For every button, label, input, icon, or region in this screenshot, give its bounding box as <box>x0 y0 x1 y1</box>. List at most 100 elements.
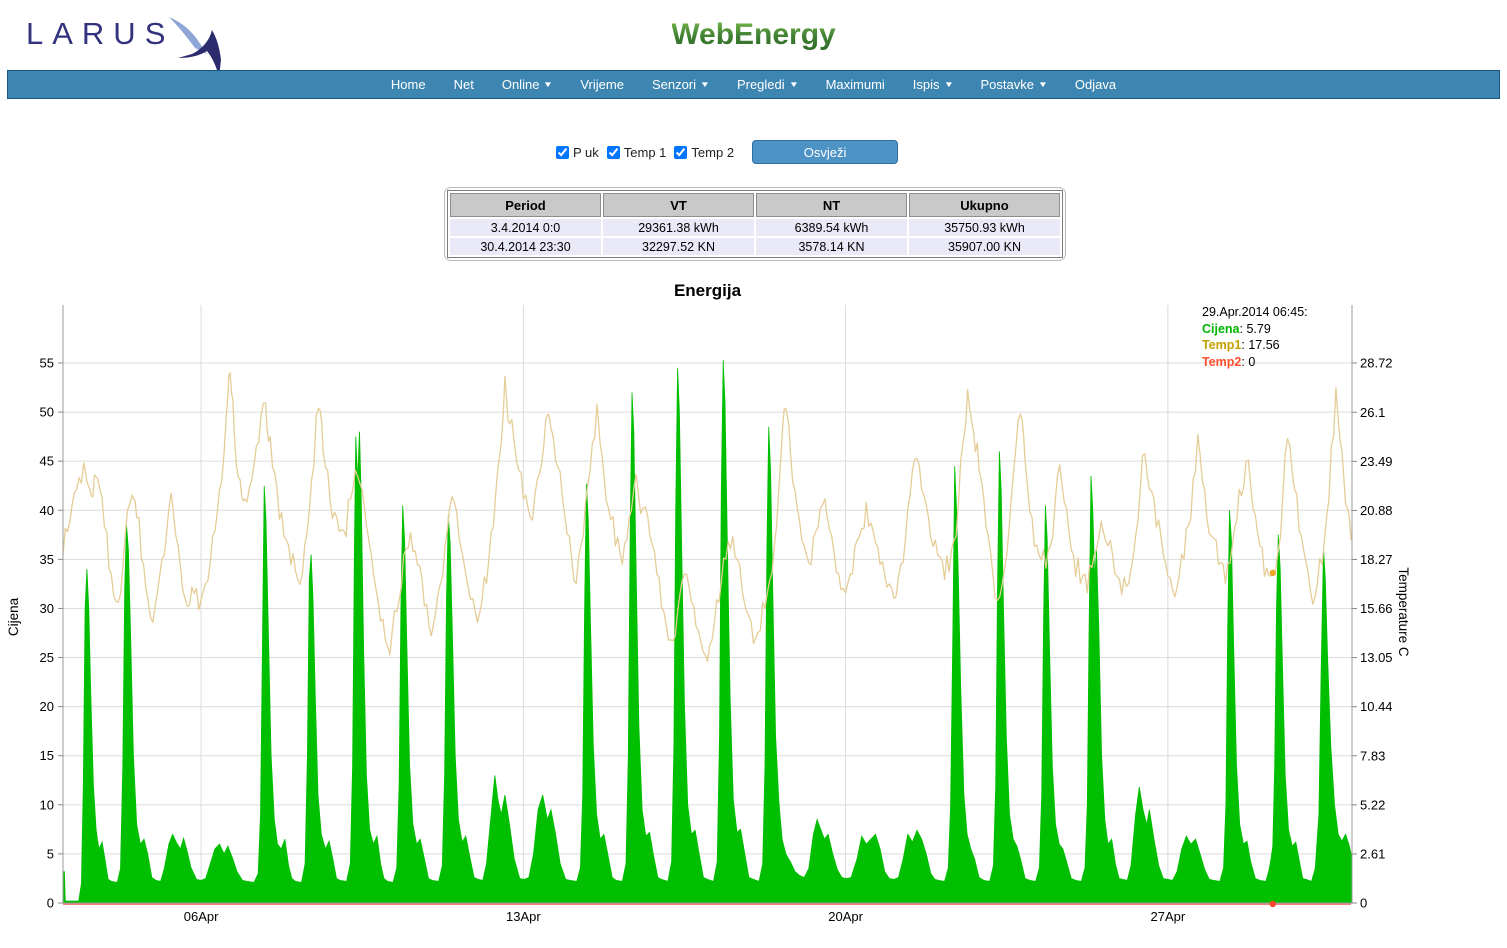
left-tick-label: 30 <box>40 601 54 616</box>
summary-header-row: Period VT NT Ukupno <box>450 193 1060 217</box>
nav-item-senzori[interactable]: Senzori ▼ <box>638 77 723 92</box>
summary-col-header: VT <box>603 193 754 217</box>
nav-item-online[interactable]: Online ▼ <box>488 77 567 92</box>
legend-series-name: Temp2 <box>1202 354 1242 369</box>
summary-table-head: Period VT NT Ukupno <box>450 193 1060 217</box>
left-tick-label: 35 <box>40 552 54 567</box>
right-tick-label: 5.22 <box>1360 797 1385 812</box>
nav-item-label: Pregledi <box>736 77 785 92</box>
x-tick-label: 13Apr <box>506 909 541 924</box>
right-tick-label: 15.66 <box>1360 601 1393 616</box>
checkbox-input-p-uk[interactable] <box>556 145 569 159</box>
chart-controls: P uk Temp 1 Temp 2 Osvježi <box>556 140 899 164</box>
left-tick-label: 15 <box>40 748 54 763</box>
checkbox-p-uk[interactable]: P uk <box>556 145 599 160</box>
nav-item-label: Ispis <box>912 77 940 92</box>
chart-title: Energija <box>674 281 742 300</box>
legend-entry-temp2: Temp2: 0 <box>1202 354 1308 371</box>
chevron-down-icon: ▼ <box>699 80 711 89</box>
right-tick-label: 10.44 <box>1360 699 1393 714</box>
table-row: 30.4.2014 23:30 32297.52 KN 3578.14 KN 3590… <box>450 238 1060 255</box>
larus-logo-text: LARUS <box>26 16 175 51</box>
right-tick-label: 18.27 <box>1360 552 1393 567</box>
table-cell: 30.4.2014 23:30 <box>450 238 601 255</box>
marker-dot-temp2 <box>1269 900 1277 908</box>
legend-series-name: Temp1 <box>1202 338 1242 352</box>
nav-item-label: Vrijeme <box>580 77 624 92</box>
summary-table: Period VT NT Ukupno 3.4.2014 0:0 29361.38 kW… <box>447 190 1063 258</box>
nav-item-postavke[interactable]: Postavke ▼ <box>966 77 1060 92</box>
summary-col-header: Period <box>450 193 601 217</box>
app-title: WebEnergy <box>671 18 836 51</box>
left-tick-label: 50 <box>40 405 54 420</box>
nav-item-home[interactable]: Home <box>377 77 440 92</box>
summary-col-header: Ukupno <box>909 193 1060 217</box>
checkbox-temp-1[interactable]: Temp 1 <box>606 144 667 160</box>
left-tick-label: 0 <box>47 896 54 911</box>
nav-item-vrijeme[interactable]: Vrijeme <box>566 77 638 92</box>
table-cell: 3578.14 KN <box>756 238 907 255</box>
nav-item-maximumi[interactable]: Maximumi <box>812 77 899 92</box>
nav-item-label: Net <box>453 77 474 92</box>
refresh-button[interactable]: Osvježi <box>752 140 899 164</box>
left-tick-label: 55 <box>40 356 54 371</box>
nav-item-label: Maximumi <box>825 77 885 92</box>
nav-item-label: Online <box>501 77 540 92</box>
right-axis-title: Temperature C <box>1396 567 1411 657</box>
chevron-down-icon: ▼ <box>943 80 954 89</box>
left-tick-label: 5 <box>47 846 54 861</box>
right-tick-label: 7.83 <box>1360 748 1385 763</box>
table-cell: 32297.52 KN <box>603 238 754 255</box>
nav-item-pregledi[interactable]: Pregledi ▼ <box>723 77 812 92</box>
x-tick-label: 20Apr <box>828 909 863 924</box>
nav-item-label: Home <box>390 77 426 92</box>
larus-logo: LARUS <box>26 14 222 77</box>
x-tick-label: 27Apr <box>1151 909 1186 924</box>
chevron-down-icon: ▼ <box>788 80 799 89</box>
nav-item-net[interactable]: Net <box>440 77 488 92</box>
legend-series-name: Cijena <box>1202 321 1240 336</box>
left-tick-label: 10 <box>40 797 54 812</box>
chart-legend: 29.Apr.2014 06:45: Cijena: 5.79 Temp1: 17.… <box>1202 304 1308 370</box>
main-nav: Home Net Online ▼ Vrijeme Senzori ▼ Pregledi ▼ Ma… <box>7 70 1500 99</box>
left-tick-label: 45 <box>40 454 54 469</box>
larus-bird-icon <box>169 17 222 77</box>
checkbox-input-temp-2[interactable] <box>674 145 688 159</box>
right-tick-label: 23.49 <box>1360 454 1393 469</box>
nav-item-label: Postavke <box>980 77 1034 92</box>
checkbox-temp-2[interactable]: Temp 2 <box>674 145 734 160</box>
series-toggles: P uk Temp 1 Temp 2 <box>556 145 742 160</box>
checkbox-label: P uk <box>573 144 599 160</box>
table-cell: 35907.00 KN <box>909 238 1060 255</box>
nav-item-label: Odjava <box>1074 77 1117 92</box>
right-tick-label: 13.05 <box>1360 650 1393 665</box>
right-tick-label: 26.1 <box>1360 405 1385 420</box>
right-tick-label: 0 <box>1360 896 1367 911</box>
legend-timestamp: 29.Apr.2014 06:45: <box>1202 305 1308 319</box>
summary-table-frame: Period VT NT Ukupno 3.4.2014 0:0 29361.38 kW… <box>444 187 1066 261</box>
legend-series-value: : 0 <box>1241 354 1256 369</box>
checkbox-label: Temp 1 <box>623 144 667 160</box>
legend-entry-temp1: Temp1: 17.56 <box>1202 337 1308 354</box>
nav-item-ispis[interactable]: Ispis ▼ <box>899 77 967 92</box>
marker-dot-temp1 <box>1269 569 1277 577</box>
left-tick-label: 20 <box>40 699 54 714</box>
checkbox-input-temp-1[interactable] <box>606 145 620 159</box>
table-cell: 6389.54 kWh <box>756 219 907 236</box>
chevron-down-icon: ▼ <box>543 80 554 89</box>
left-axis-title: Cijena <box>6 597 21 636</box>
left-tick-label: 25 <box>40 650 54 665</box>
nav-item-odjava[interactable]: Odjava <box>1061 77 1130 92</box>
summary-table-body: 3.4.2014 0:0 29361.38 kWh 6389.54 kWh 35750… <box>450 219 1060 255</box>
right-tick-label: 28.72 <box>1360 356 1393 371</box>
chevron-down-icon: ▼ <box>1037 80 1049 89</box>
checkbox-label: Temp 2 <box>691 144 735 160</box>
summary-col-header: NT <box>756 193 907 217</box>
legend-entry-cijena: Cijena: 5.79 <box>1202 321 1308 338</box>
price-area-series <box>62 360 1352 904</box>
legend-series-value: : 5.79 <box>1239 321 1271 336</box>
table-cell: 29361.38 kWh <box>603 219 754 236</box>
nav-item-label: Senzori <box>651 77 697 92</box>
temp1-line-series <box>62 372 1352 663</box>
